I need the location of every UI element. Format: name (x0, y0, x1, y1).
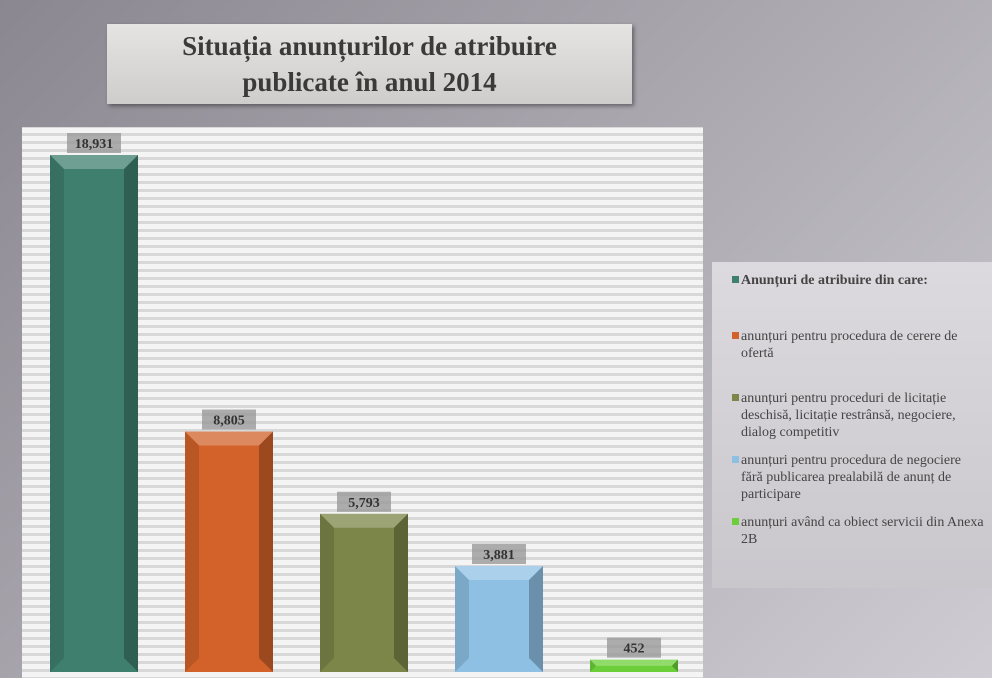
bar-bevel (529, 566, 543, 672)
bar-bevel (320, 513, 408, 528)
value-label: 8,805 (213, 414, 245, 429)
legend-item: Anunțuri de atribuire din care: (732, 272, 986, 328)
value-label-box (337, 491, 391, 512)
legend-label: anunțuri pentru proceduri de licitație d… (741, 391, 956, 440)
bar-bevel (50, 155, 138, 169)
legend: Anunțuri de atribuire din care: anunțuri … (712, 262, 992, 588)
value-label-box (472, 544, 526, 565)
value-label: 3,881 (483, 548, 515, 563)
bar-bevel (455, 566, 543, 581)
bar-bevel (394, 513, 408, 672)
bar (590, 659, 678, 672)
value-label: 5,793 (348, 496, 380, 511)
value-label-box (202, 409, 256, 430)
bar-bevel (259, 431, 273, 672)
value-label: 18,931 (75, 137, 114, 152)
value-label: 452 (624, 642, 645, 657)
bar-bevel (671, 659, 678, 672)
legend-swatch (732, 276, 739, 283)
bar (455, 566, 543, 672)
value-label-box (67, 133, 121, 153)
bar-bevel (185, 431, 199, 672)
legend-swatch (732, 332, 739, 339)
bar-bevel (50, 155, 64, 672)
legend-label: anunțuri având ca obiect servicii din An… (741, 515, 984, 547)
bar (320, 513, 408, 672)
legend-label: anunțuri pentru procedura de negociere f… (741, 453, 962, 502)
bar-bevel (455, 566, 469, 672)
bar-bevel (590, 659, 678, 666)
bar-bevel (124, 155, 138, 672)
legend-item: anunțuri pentru procedura de cerere de o… (732, 328, 986, 390)
bar-bevel (590, 659, 597, 672)
legend-item: anunțuri având ca obiect servicii din An… (732, 514, 986, 576)
legend-swatch (732, 456, 739, 463)
legend-item: anunțuri pentru procedura de negociere f… (732, 452, 986, 514)
bar (185, 431, 273, 672)
value-label-box (607, 637, 661, 658)
legend-label: anunțuri pentru procedura de cerere de o… (741, 329, 958, 361)
legend-item: anunțuri pentru proceduri de licitație d… (732, 390, 986, 452)
chart-title: Situația anunțurilor de atribuire public… (107, 24, 632, 104)
bar-bevel (320, 513, 334, 672)
legend-swatch (732, 518, 739, 525)
bar (50, 155, 138, 672)
legend-label: Anunțuri de atribuire din care: (741, 273, 928, 288)
legend-swatch (732, 394, 739, 401)
bar-bevel (185, 431, 273, 446)
